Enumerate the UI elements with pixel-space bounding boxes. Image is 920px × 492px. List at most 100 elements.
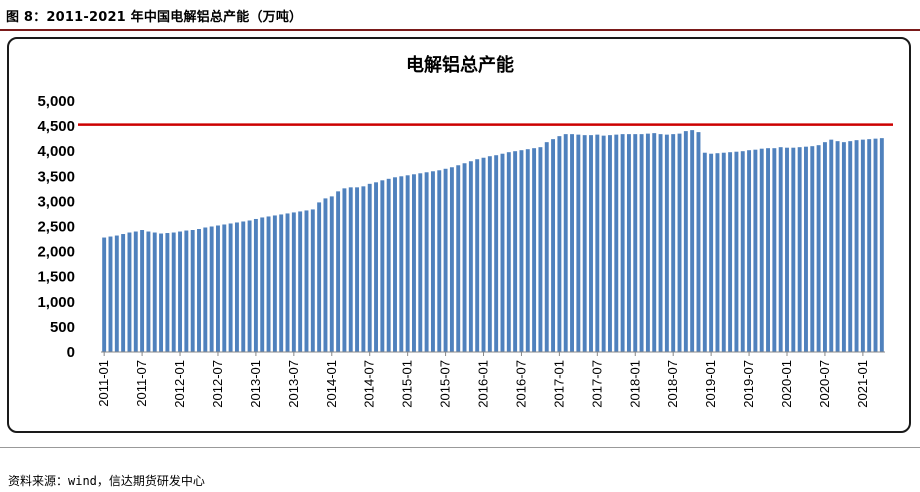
bar [487, 156, 492, 352]
x-tick-label: 2021-01 [855, 360, 870, 408]
capacity-bar-chart: 电解铝总产能 0 500 1,000 1,500 2,000 2,500 3,000 3,50… [37, 54, 893, 408]
bar [664, 134, 669, 352]
bar [557, 136, 562, 352]
bar [563, 134, 568, 352]
bar [279, 214, 284, 352]
bar [399, 176, 404, 352]
bar [234, 222, 239, 352]
bar [728, 152, 733, 352]
bar [772, 148, 777, 352]
bar [683, 131, 688, 352]
x-tick-label: 2013-07 [286, 360, 301, 408]
bar [146, 231, 151, 352]
bar [721, 152, 726, 352]
bar [500, 153, 505, 352]
bar [854, 140, 859, 352]
y-tick-label: 0 [67, 344, 75, 361]
y-tick-label: 3,000 [37, 193, 75, 210]
bar [747, 150, 752, 352]
bar [626, 134, 631, 352]
bar [209, 226, 214, 352]
bar [734, 151, 739, 352]
x-tick-label: 2017-01 [551, 360, 566, 408]
bar [114, 235, 119, 352]
bar [336, 191, 341, 352]
x-tick-label: 2014-07 [362, 360, 377, 408]
bar [159, 233, 164, 352]
bar [551, 139, 556, 352]
chart-frame [7, 37, 911, 433]
x-tick-label: 2017-07 [589, 360, 604, 408]
bar [848, 141, 853, 352]
bar [652, 133, 657, 352]
bar [879, 138, 884, 352]
bar [601, 135, 606, 352]
bar [544, 142, 549, 352]
bar [658, 134, 663, 352]
bar [247, 220, 252, 352]
bar [140, 230, 145, 352]
x-tick-label: 2020-07 [817, 360, 832, 408]
bar [519, 150, 524, 352]
bar [589, 135, 593, 352]
bar [310, 209, 315, 352]
x-tick-label: 2016-01 [476, 360, 491, 408]
x-tick-label: 2019-01 [703, 360, 718, 408]
bar [513, 151, 518, 352]
bar [380, 180, 385, 352]
bar [393, 177, 397, 352]
title-divider [0, 29, 920, 31]
y-tick-label: 2,000 [37, 244, 75, 261]
bar [639, 134, 644, 352]
bar [759, 148, 764, 352]
bar [171, 232, 176, 352]
bar [835, 141, 840, 352]
x-tick-label: 2016-07 [513, 360, 528, 408]
bar [348, 187, 353, 352]
figure-title: 图 8：2011-2021 年中国电解铝总产能（万吨） [6, 10, 303, 25]
bar [298, 211, 303, 352]
bar [241, 221, 246, 352]
bar [178, 231, 182, 352]
bar [430, 171, 435, 352]
bar [152, 232, 157, 352]
bar [608, 135, 612, 352]
bar [203, 227, 208, 352]
bar [449, 167, 454, 352]
bar [190, 230, 195, 352]
bar [329, 196, 334, 352]
bar [412, 174, 416, 352]
bar [709, 153, 714, 352]
bar [690, 130, 695, 352]
bar [791, 147, 796, 352]
bar [867, 139, 872, 352]
bar [475, 159, 480, 352]
source-divider [0, 447, 920, 448]
bar [822, 142, 827, 352]
bar-series [102, 130, 884, 352]
bar [374, 182, 378, 352]
bar [804, 146, 808, 352]
bar [595, 134, 600, 352]
bar [671, 134, 676, 352]
y-tick-label: 1,000 [37, 294, 75, 311]
bar [418, 173, 423, 352]
bar [102, 237, 107, 352]
bar [829, 139, 834, 352]
bar [696, 132, 701, 352]
bar [766, 148, 770, 352]
bar [133, 231, 138, 352]
bar [127, 232, 132, 352]
x-axis: 2011-01 2011-07 2012-01 2012-07 2013-01 2013-… [96, 352, 870, 408]
bar [361, 186, 366, 352]
bar [481, 157, 486, 352]
bar [633, 134, 638, 352]
bar [614, 134, 619, 352]
x-tick-label: 2020-01 [779, 360, 794, 408]
bar [873, 138, 878, 352]
bar [506, 152, 511, 352]
bar [405, 175, 410, 352]
bar [753, 149, 758, 352]
bar [468, 161, 473, 352]
bar [816, 145, 821, 352]
